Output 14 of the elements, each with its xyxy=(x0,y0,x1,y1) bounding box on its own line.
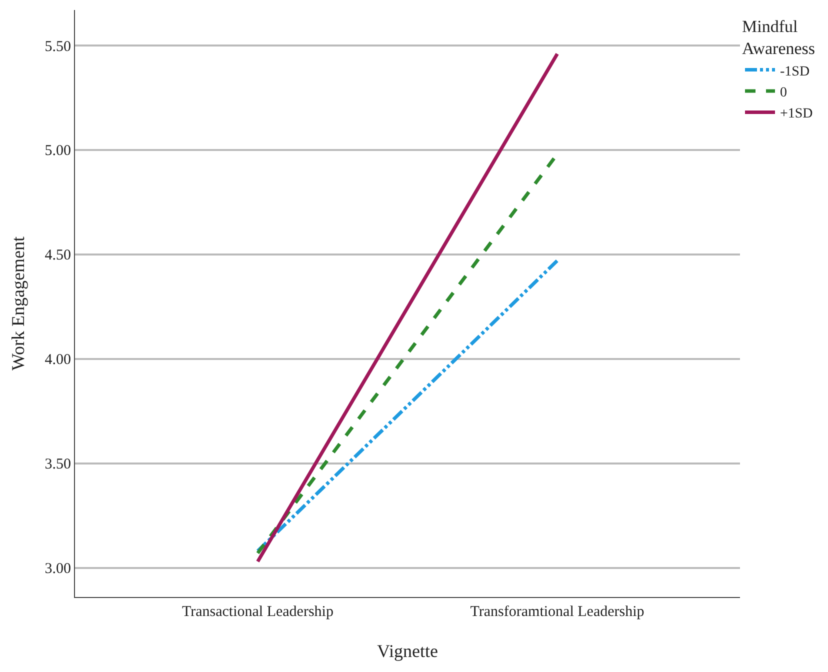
y-axis-title: Work Engagement xyxy=(8,236,28,371)
y-tick-label: 3.00 xyxy=(44,561,71,577)
legend-label: +1SD xyxy=(780,106,813,122)
legend-title: Mindful Awareness xyxy=(742,17,816,58)
y-tick-label: 5.50 xyxy=(44,38,71,55)
y-tick-label: 5.00 xyxy=(44,143,71,160)
x-tick-label: Transactional Leadership xyxy=(182,604,334,620)
y-tick-label: 4.00 xyxy=(44,352,71,368)
y-tick-label: 4.50 xyxy=(44,248,71,264)
x-axis-title: Vignette xyxy=(377,641,438,662)
legend-label: -1SD xyxy=(780,64,810,80)
y-tick-label: 3.50 xyxy=(44,456,71,473)
legend-label: 0 xyxy=(780,85,787,100)
x-tick-label: Transforamtional Leadership xyxy=(470,604,644,620)
